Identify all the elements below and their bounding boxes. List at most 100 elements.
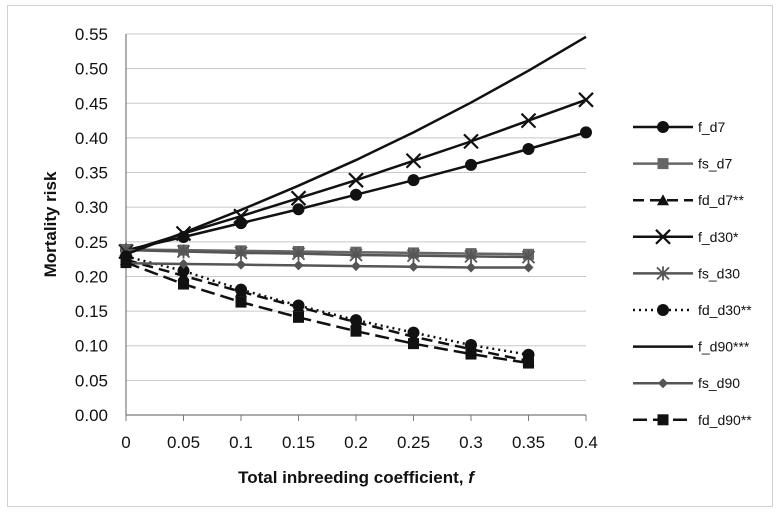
x-tick-label: 0.05 [167,433,200,452]
data-point [234,245,248,260]
legend-label: f_d30* [698,229,739,245]
y-axis-title: Mortality risk [41,171,60,277]
x-tick-label: 0.4 [574,433,598,452]
series-fd_d90 [120,257,534,369]
y-tick-label: 0.50 [75,60,108,79]
data-point [236,259,246,270]
series-line [125,35,587,256]
series-layer [118,35,594,369]
data-point [293,260,304,271]
legend-label: f_d7 [698,119,725,135]
legend-entry: fs_d30 [633,265,740,281]
tick-labels: 0.000.050.100.150.200.250.300.350.400.45… [75,25,598,452]
data-point [177,264,190,277]
legend-entry: fd_d90** [633,412,752,428]
y-tick-label: 0.15 [75,302,108,321]
x-tick-label: 0.15 [282,433,315,452]
data-point [408,338,419,350]
series-line [125,261,529,365]
x-axis-title-symbol: f [468,468,476,487]
series-line [125,258,529,363]
data-point [463,133,479,150]
data-point [292,203,305,216]
data-point [350,188,362,201]
data-point [464,249,478,264]
data-point [657,121,669,133]
legend-entry: fd_d30** [633,302,752,318]
data-point [657,158,669,170]
legend-entry: fs_d7 [633,156,732,172]
data-point [178,278,189,290]
data-point [465,158,477,171]
data-point [349,247,363,262]
data-point [290,190,307,206]
series-f_d90 [125,35,587,256]
legend-label: fs_d30 [698,265,740,281]
y-tick-label: 0.45 [75,94,108,113]
x-tick-label: 0.35 [512,433,545,452]
data-point [235,296,247,308]
x-tick-label: 0.3 [459,433,483,452]
x-tick-label: 0.2 [344,433,368,452]
data-point [658,378,668,389]
data-point [657,414,669,426]
legend-label: fs_d7 [698,156,732,172]
data-point [292,299,305,312]
series-line [125,248,529,259]
data-point [465,348,477,360]
y-tick-label: 0.00 [75,406,108,425]
y-tick-label: 0.30 [75,198,108,217]
data-point [120,257,132,269]
legend-label: f_d90*** [698,339,750,355]
data-point [466,262,476,273]
y-tick-label: 0.25 [75,233,108,252]
gridlines [126,33,586,381]
data-point [351,261,361,272]
x-axis-title-text: Total inbreeding coefficient, [238,468,468,487]
legend-entry: f_d90*** [633,339,750,355]
y-tick-label: 0.55 [75,25,108,44]
x-tick-label: 0 [121,433,130,452]
data-point [293,311,304,323]
data-point [348,172,364,188]
legend-label: fd_d30** [698,302,752,318]
x-axis-title: Total inbreeding coefficient, f [238,468,476,487]
series-fs_d30 [119,243,536,265]
y-tick-label: 0.10 [75,337,108,356]
data-point [235,283,247,296]
data-point [522,142,535,155]
data-point [657,194,669,206]
y-tick-label: 0.20 [75,267,108,286]
data-point [350,314,362,327]
data-point [521,250,536,265]
legend-label: fs_d90 [698,375,740,391]
data-point [407,174,420,187]
legend-entry: f_d7 [633,119,725,135]
legend-entry: f_d30* [633,229,739,245]
y-tick-label: 0.40 [75,129,108,148]
legend-entry: fd_d7** [633,192,744,208]
data-point [465,339,477,352]
data-point [578,92,594,108]
data-point [291,246,306,261]
y-tick-label: 0.05 [75,371,108,390]
data-point [406,248,421,263]
data-point [657,304,669,316]
data-point [520,112,537,129]
x-tick-label: 0.25 [397,433,430,452]
series-line [125,248,529,256]
data-point [580,126,592,139]
data-point [655,229,671,245]
legend-label: fd_d90** [698,412,752,428]
series-line [125,262,529,269]
data-point [350,325,362,337]
legend-entry: fs_d90 [633,375,740,391]
legend-label: fd_d7** [698,192,744,208]
series-fd_d30 [120,250,535,361]
x-tick-label: 0.1 [229,433,253,452]
data-point [523,262,534,273]
series-f_d30 [118,92,594,260]
data-point [176,244,191,259]
legend: f_d7 fs_d7 fd_d7** f_d30* fs_d30 fd_d30** f_d9… [633,119,752,428]
